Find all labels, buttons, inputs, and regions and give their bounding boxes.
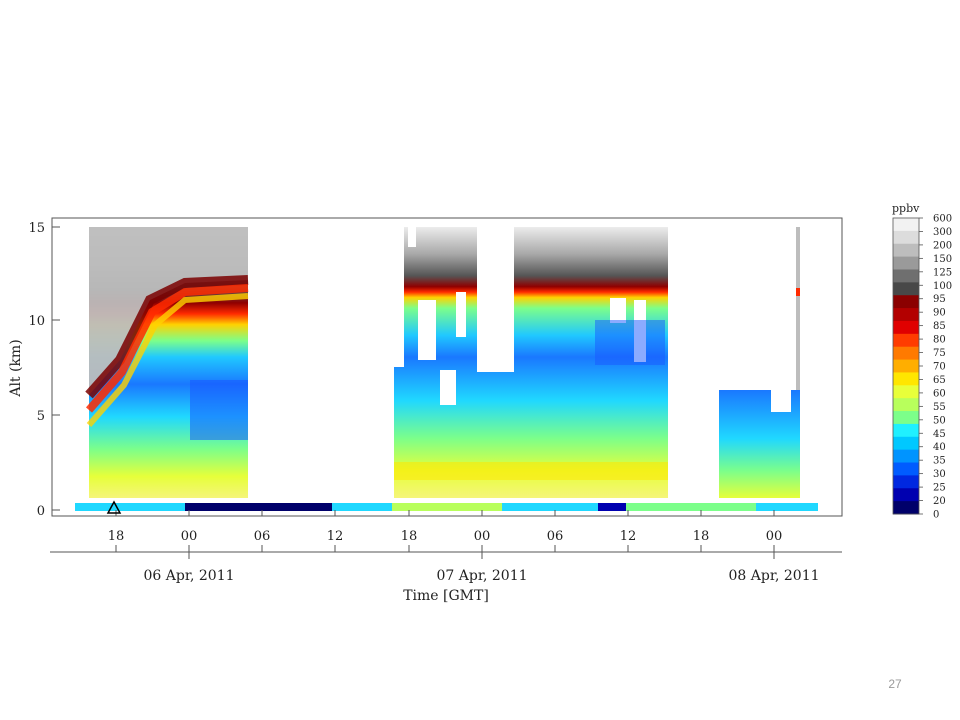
colorbar-cell xyxy=(893,230,919,245)
colorbar-cell xyxy=(893,501,919,515)
colorbar-cell xyxy=(893,333,919,348)
colorbar-level-label: 125 xyxy=(933,267,952,278)
colorbar-cell xyxy=(893,218,919,232)
colorbar-level-label: 80 xyxy=(933,335,946,346)
x-tick-label: 12 xyxy=(327,529,344,544)
colorbar-level-label: 150 xyxy=(933,254,952,265)
x-tick-label: 18 xyxy=(108,529,125,544)
colorbar-cell xyxy=(893,269,919,283)
surface-ozone-strip xyxy=(75,503,818,511)
colorbar-level-label: 45 xyxy=(933,429,946,440)
colorbar-level-label: 30 xyxy=(933,469,946,480)
colorbar-level-label: 60 xyxy=(933,388,946,399)
x-axis-lower: 18 00 06 12 18 00 06 12 18 00 06 Apr, 20… xyxy=(50,529,842,604)
colorbar: ppbv 60030020015012510095908580757065605… xyxy=(892,202,952,521)
colorbar-cell xyxy=(893,295,919,309)
x-tick-label: 18 xyxy=(401,529,418,544)
colorbar-cell xyxy=(893,462,919,476)
colorbar-level-label: 75 xyxy=(933,348,946,359)
colorbar-cell xyxy=(893,372,919,386)
colorbar-cell xyxy=(893,256,919,270)
colorbar-level-label: 50 xyxy=(933,415,946,426)
colorbar-level-label: 20 xyxy=(933,496,946,507)
triangle-marker xyxy=(106,500,122,514)
colorbar-cell xyxy=(893,346,919,361)
date-label: 07 Apr, 2011 xyxy=(436,568,527,584)
x-tick-label: 18 xyxy=(693,529,710,544)
page-number: 27 xyxy=(888,677,902,691)
curtain-block-1 xyxy=(85,227,249,498)
colorbar-level-label: 300 xyxy=(933,227,952,238)
colorbar-cell xyxy=(893,411,919,425)
colorbar-level-label: 90 xyxy=(933,308,946,319)
colorbar-level-label: 600 xyxy=(933,214,952,225)
x-tick-label: 00 xyxy=(474,529,491,544)
date-label: 08 Apr, 2011 xyxy=(728,568,819,584)
colorbar-level-label: 85 xyxy=(933,321,946,332)
colorbar-cell xyxy=(893,359,919,373)
colorbar-level-label: 95 xyxy=(933,294,946,305)
y-axis-label: Alt (km) xyxy=(8,339,24,397)
colorbar-cell xyxy=(893,475,919,489)
x-axis-label: Time [GMT] xyxy=(403,588,489,604)
colorbar-cell xyxy=(893,436,919,451)
colorbar-cell xyxy=(893,282,919,296)
colorbar-cell xyxy=(893,488,919,502)
colorbar-level-label: 70 xyxy=(933,362,946,373)
colorbar-unit: ppbv xyxy=(892,202,920,215)
colorbar-level-label: 100 xyxy=(933,281,952,292)
colorbar-cell xyxy=(893,243,919,258)
y-axis: 0 5 10 15 Alt (km) xyxy=(8,221,60,519)
colorbar-level-label: 0 xyxy=(933,510,939,521)
x-axis-upper xyxy=(115,510,775,516)
colorbar-level-label: 200 xyxy=(933,240,952,251)
x-tick-label: 06 xyxy=(254,529,271,544)
colorbar-cell xyxy=(893,398,919,412)
colorbar-cell xyxy=(893,320,919,335)
colorbar-cell xyxy=(893,385,919,399)
y-tick-label: 5 xyxy=(37,409,45,424)
colorbar-level-label: 35 xyxy=(933,456,946,467)
x-tick-label: 00 xyxy=(766,529,783,544)
y-tick-label: 15 xyxy=(28,221,45,236)
colorbar-cell xyxy=(893,308,919,322)
curtain-block-3 xyxy=(719,227,800,498)
colorbar-cell xyxy=(893,423,919,438)
curtain-block-2 xyxy=(394,227,668,498)
colorbar-level-label: 40 xyxy=(933,442,946,453)
colorbar-level-label: 25 xyxy=(933,483,946,494)
date-label: 06 Apr, 2011 xyxy=(143,568,234,584)
colorbar-level-label: 55 xyxy=(933,402,946,413)
x-tick-label: 12 xyxy=(620,529,637,544)
x-tick-label: 00 xyxy=(181,529,198,544)
colorbar-level-label: 65 xyxy=(933,375,946,386)
y-tick-label: 0 xyxy=(37,504,45,519)
x-tick-label: 06 xyxy=(547,529,564,544)
colorbar-cell xyxy=(893,449,919,464)
y-tick-label: 10 xyxy=(28,314,45,329)
